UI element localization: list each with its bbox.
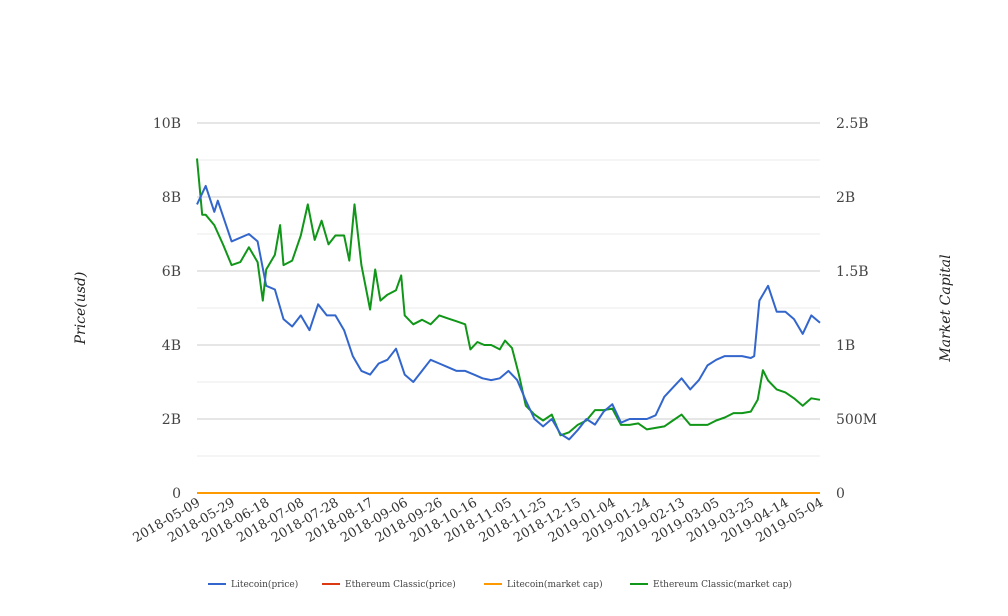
legend-item[interactable]: Ethereum Classic(market cap) xyxy=(630,579,792,590)
legend-label: Litecoin(price) xyxy=(231,579,298,590)
legend-item[interactable]: Litecoin(price) xyxy=(208,579,298,590)
left-y-tick-label: 2B xyxy=(162,412,181,428)
legend-label: Ethereum Classic(price) xyxy=(345,579,456,590)
right-y-tick-label: 0 xyxy=(836,486,845,502)
left-y-tick-label: 6B xyxy=(162,264,181,280)
legend-label: Ethereum Classic(market cap) xyxy=(653,579,792,590)
right-y-tick-label: 1B xyxy=(836,338,855,354)
legend-item[interactable]: Litecoin(market cap) xyxy=(484,579,603,590)
legend-label: Litecoin(market cap) xyxy=(507,579,603,590)
left-y-tick-label: 10B xyxy=(153,116,181,132)
left-y-tick-label: 8B xyxy=(162,190,181,206)
series-lines xyxy=(196,158,821,494)
right-y-tick-label: 2.5B xyxy=(836,116,869,132)
legend-item[interactable]: Ethereum Classic(price) xyxy=(322,579,456,590)
right-y-axis: 0 500M 1B 1.5B 2B 2.5B xyxy=(836,116,877,502)
right-y-tick-label: 1.5B xyxy=(836,264,869,280)
series-line-litecoin-price xyxy=(196,184,821,441)
left-axis-title: Price(usd) xyxy=(73,272,89,346)
legend: Litecoin(price) Ethereum Classic(price) Li… xyxy=(208,579,792,590)
x-axis: 2018-05-092018-05-292018-06-182018-07-08… xyxy=(131,495,826,545)
right-axis-title: Market Capital xyxy=(938,254,954,362)
left-y-axis: 0 2B 4B 6B 8B 10B xyxy=(153,116,181,502)
series-line-ethereum-classic-market-cap xyxy=(196,158,821,437)
left-y-tick-label: 4B xyxy=(162,338,181,354)
gridlines xyxy=(197,122,820,494)
left-y-tick-label: 0 xyxy=(172,486,181,502)
right-y-tick-label: 500M xyxy=(836,412,877,428)
right-y-tick-label: 2B xyxy=(836,190,855,206)
